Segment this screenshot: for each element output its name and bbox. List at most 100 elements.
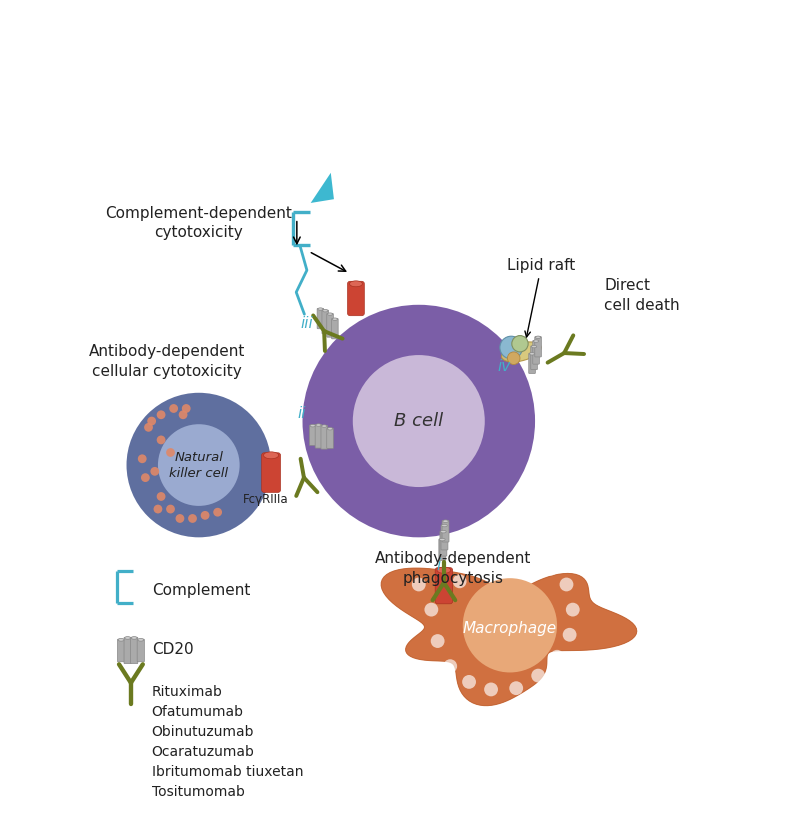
Ellipse shape <box>440 530 446 533</box>
Text: iv: iv <box>497 359 511 374</box>
Ellipse shape <box>535 336 541 339</box>
Text: FcγRIIIa: FcγRIIIa <box>243 493 289 507</box>
Circle shape <box>484 683 498 696</box>
Circle shape <box>531 669 545 683</box>
Circle shape <box>138 454 147 463</box>
Polygon shape <box>381 569 637 706</box>
FancyBboxPatch shape <box>529 353 535 374</box>
Text: i: i <box>436 558 440 573</box>
Circle shape <box>153 505 162 513</box>
Circle shape <box>444 659 457 673</box>
Text: Rituximab
Ofatumumab
Obinutuzumab
Ocaratuzumab
Ibritumomab tiuxetan
Tositumomab: Rituximab Ofatumumab Obinutuzumab Ocarat… <box>152 685 303 800</box>
FancyBboxPatch shape <box>439 539 446 560</box>
Text: Direct
cell death: Direct cell death <box>604 278 680 312</box>
Circle shape <box>544 562 558 575</box>
Ellipse shape <box>315 424 321 426</box>
Ellipse shape <box>328 428 333 430</box>
Circle shape <box>463 578 557 673</box>
Text: Complement: Complement <box>152 583 250 598</box>
Circle shape <box>182 404 191 413</box>
Circle shape <box>550 650 564 664</box>
Ellipse shape <box>310 424 315 427</box>
Ellipse shape <box>264 452 279 459</box>
Circle shape <box>157 411 165 419</box>
FancyBboxPatch shape <box>327 428 333 449</box>
Circle shape <box>178 411 187 419</box>
FancyBboxPatch shape <box>321 425 328 449</box>
Ellipse shape <box>125 637 131 639</box>
Text: ii: ii <box>298 406 306 421</box>
Circle shape <box>512 335 528 352</box>
FancyBboxPatch shape <box>315 424 322 448</box>
Ellipse shape <box>138 638 144 641</box>
Circle shape <box>150 467 159 475</box>
Ellipse shape <box>530 353 534 355</box>
Ellipse shape <box>534 340 539 342</box>
FancyBboxPatch shape <box>131 638 138 664</box>
Circle shape <box>431 634 444 648</box>
Circle shape <box>500 557 513 570</box>
Circle shape <box>157 492 165 501</box>
Text: Lipid raft: Lipid raft <box>507 258 576 337</box>
Polygon shape <box>311 173 334 203</box>
FancyBboxPatch shape <box>137 639 144 662</box>
Ellipse shape <box>443 520 448 522</box>
Circle shape <box>148 417 156 425</box>
Ellipse shape <box>501 342 541 362</box>
Ellipse shape <box>442 524 448 527</box>
Ellipse shape <box>118 638 124 641</box>
FancyBboxPatch shape <box>124 638 131 664</box>
Circle shape <box>200 511 209 520</box>
Circle shape <box>303 305 535 538</box>
FancyBboxPatch shape <box>317 308 324 328</box>
Circle shape <box>560 578 573 591</box>
Ellipse shape <box>531 345 537 348</box>
Circle shape <box>141 473 150 482</box>
Circle shape <box>144 423 153 432</box>
Circle shape <box>166 505 175 513</box>
Circle shape <box>353 355 485 487</box>
Circle shape <box>169 404 178 413</box>
FancyBboxPatch shape <box>118 639 125 662</box>
Circle shape <box>424 603 438 617</box>
Text: Complement-dependent
cytotoxicity: Complement-dependent cytotoxicity <box>105 206 292 240</box>
Circle shape <box>157 435 165 444</box>
Circle shape <box>453 575 466 588</box>
Circle shape <box>412 578 426 591</box>
Ellipse shape <box>131 637 137 639</box>
FancyBboxPatch shape <box>533 340 539 365</box>
Circle shape <box>508 352 520 365</box>
Circle shape <box>566 603 580 617</box>
FancyBboxPatch shape <box>262 453 281 492</box>
Ellipse shape <box>322 425 327 428</box>
Circle shape <box>563 627 577 642</box>
Text: iii: iii <box>301 316 313 331</box>
Text: Macrophage: Macrophage <box>463 621 557 636</box>
Circle shape <box>158 424 240 506</box>
Circle shape <box>500 336 522 359</box>
Text: Antibody-dependent
phagocytosis: Antibody-dependent phagocytosis <box>375 551 531 586</box>
Ellipse shape <box>328 313 333 315</box>
Circle shape <box>127 393 271 538</box>
Ellipse shape <box>437 567 451 573</box>
FancyBboxPatch shape <box>322 310 328 333</box>
Ellipse shape <box>333 318 337 320</box>
Circle shape <box>462 675 476 689</box>
FancyBboxPatch shape <box>441 525 448 550</box>
Circle shape <box>166 448 175 457</box>
Circle shape <box>213 508 222 517</box>
Circle shape <box>188 514 197 522</box>
Text: B cell: B cell <box>394 412 444 430</box>
Circle shape <box>175 514 184 522</box>
Text: CD20: CD20 <box>152 642 193 657</box>
FancyBboxPatch shape <box>327 313 333 337</box>
Ellipse shape <box>323 309 328 312</box>
FancyBboxPatch shape <box>436 568 453 604</box>
FancyBboxPatch shape <box>332 318 338 339</box>
Text: Natural
killer cell: Natural killer cell <box>169 450 228 480</box>
Circle shape <box>521 555 536 570</box>
Circle shape <box>509 681 523 695</box>
Ellipse shape <box>318 307 323 310</box>
FancyBboxPatch shape <box>442 521 449 542</box>
FancyBboxPatch shape <box>348 281 364 316</box>
